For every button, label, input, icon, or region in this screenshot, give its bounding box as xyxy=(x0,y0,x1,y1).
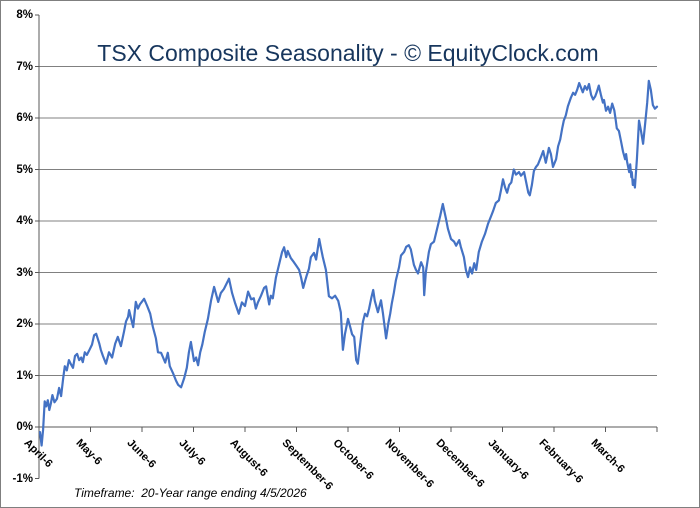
y-axis-tick-label: 6% xyxy=(16,112,33,124)
y-axis-tick-label: 5% xyxy=(16,163,33,176)
y-axis-tick-label: -1% xyxy=(12,472,33,485)
y-axis-tick-label: 2% xyxy=(16,318,33,330)
seasonality-line xyxy=(38,79,659,447)
y-axis-tick-label: 4% xyxy=(16,215,33,227)
y-axis-tick-label: 8% xyxy=(16,9,33,21)
y-axis-tick-label: 0% xyxy=(16,421,33,433)
y-axis-tick-label: 7% xyxy=(16,60,33,73)
chart-title: TSX Composite Seasonality - © EquityCloc… xyxy=(97,40,599,66)
y-axis-tick-label: 1% xyxy=(16,369,33,382)
y-axis-tick-label: 3% xyxy=(16,266,33,279)
timeframe-label: Timeframe: 20-Year range ending 4/5/2026 xyxy=(74,486,307,500)
